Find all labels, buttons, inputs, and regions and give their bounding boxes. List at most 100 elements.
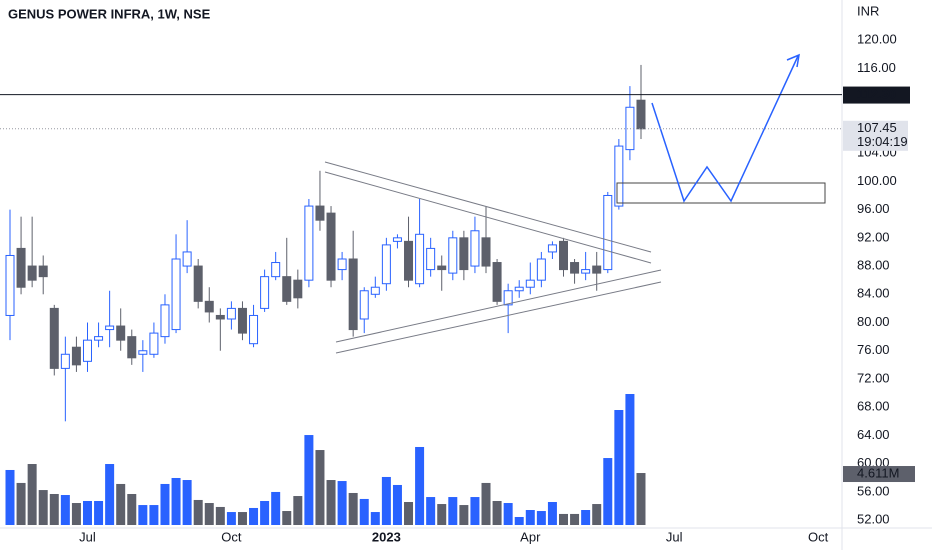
trend-line bbox=[324, 171, 652, 264]
y-tick-label: 80.00 bbox=[857, 314, 890, 329]
volume-bar bbox=[127, 493, 137, 525]
candle-body bbox=[160, 304, 170, 338]
volume-bar bbox=[448, 497, 458, 525]
volume-bar bbox=[514, 516, 524, 525]
volume-bar bbox=[337, 481, 347, 525]
candle-body bbox=[592, 265, 602, 274]
volume-bar bbox=[105, 464, 115, 525]
volume-bar bbox=[592, 504, 602, 525]
candle-body bbox=[381, 244, 391, 285]
candle-body bbox=[249, 314, 259, 345]
countdown-label: 19:04:19 bbox=[857, 134, 908, 149]
candle-body bbox=[94, 336, 104, 341]
candle-body bbox=[49, 307, 59, 369]
y-tick-label: 100.00 bbox=[857, 173, 897, 188]
candle-body bbox=[171, 258, 181, 331]
volume-bar bbox=[381, 476, 391, 525]
volume-bar bbox=[260, 500, 270, 525]
volume-bar bbox=[27, 464, 37, 525]
candle-body bbox=[271, 262, 281, 278]
candle-body bbox=[514, 286, 524, 292]
hline-label: 112.30 bbox=[857, 87, 896, 102]
volume-bar bbox=[71, 503, 81, 525]
volume-bar bbox=[415, 446, 425, 525]
volume-bar bbox=[503, 503, 513, 525]
candle-body bbox=[536, 258, 546, 281]
y-tick-label: 64.00 bbox=[857, 427, 890, 442]
volume-bar bbox=[237, 512, 247, 525]
volume-bar bbox=[404, 502, 414, 525]
candle-body bbox=[304, 205, 314, 281]
x-tick-label: Oct bbox=[808, 529, 829, 544]
candle-body bbox=[503, 290, 513, 306]
volume-bar bbox=[570, 513, 580, 525]
candle-body bbox=[559, 240, 568, 271]
trend-line bbox=[335, 281, 662, 354]
volume-bar bbox=[182, 480, 192, 525]
volume-bar bbox=[171, 477, 181, 525]
volume-bar bbox=[392, 484, 402, 525]
axis-unit: INR bbox=[857, 3, 879, 18]
volume-bar bbox=[38, 490, 48, 525]
volume-bar bbox=[282, 511, 292, 525]
volume-bar bbox=[271, 491, 281, 525]
volume-bar bbox=[116, 483, 126, 525]
volume-bar bbox=[138, 505, 148, 525]
y-tick-label: 84.00 bbox=[857, 286, 890, 301]
candle-body bbox=[282, 276, 292, 302]
candle-body bbox=[470, 230, 480, 267]
candle-body bbox=[404, 240, 414, 281]
volume-bar bbox=[94, 500, 104, 525]
volume-bar bbox=[525, 510, 535, 525]
x-tick-label: Jul bbox=[666, 529, 683, 544]
projection-path bbox=[651, 55, 799, 203]
candle-body bbox=[105, 325, 115, 331]
candle-body bbox=[392, 237, 402, 242]
candle-body bbox=[226, 307, 236, 320]
candle-body bbox=[459, 237, 469, 271]
volume-label-box bbox=[843, 466, 915, 483]
y-tick-label: 76.00 bbox=[857, 342, 890, 357]
last-price-label: 107.45 bbox=[857, 120, 897, 135]
candle-body bbox=[636, 99, 646, 130]
candle-body bbox=[116, 325, 126, 341]
volume-bar bbox=[603, 458, 613, 525]
volume-bar bbox=[49, 493, 59, 525]
candle-body bbox=[348, 258, 358, 331]
volume-bar bbox=[193, 499, 203, 525]
volume-bar bbox=[249, 507, 259, 525]
trend-line bbox=[335, 269, 662, 343]
x-tick-label: Apr bbox=[520, 529, 541, 544]
y-tick-label: 72.00 bbox=[857, 370, 890, 385]
volume-bar bbox=[492, 500, 502, 525]
candle-body bbox=[204, 300, 214, 313]
candle-body bbox=[237, 307, 247, 334]
volume-label: 4.611M bbox=[857, 465, 899, 480]
chart-title: GENUS POWER INFRA, 1W, NSE bbox=[8, 6, 211, 21]
y-tick-label: 56.00 bbox=[857, 483, 890, 498]
volume-bar bbox=[625, 394, 635, 525]
volume-bar bbox=[304, 435, 314, 525]
x-tick-label: Oct bbox=[221, 529, 242, 544]
y-tick-label: 88.00 bbox=[857, 257, 890, 272]
volume-bar bbox=[614, 410, 624, 525]
volume-bar bbox=[60, 495, 70, 525]
volume-bar bbox=[293, 496, 303, 525]
volume-bar bbox=[359, 498, 369, 525]
y-tick-label: 120.00 bbox=[857, 32, 897, 47]
candle-body bbox=[38, 265, 48, 278]
volume-bar bbox=[5, 469, 15, 525]
volume-bar bbox=[437, 504, 447, 525]
y-tick-label: 116.00 bbox=[857, 60, 896, 75]
candle-body bbox=[481, 237, 491, 267]
volume-bar bbox=[16, 482, 26, 525]
volume-bar bbox=[426, 497, 436, 525]
volume-bar bbox=[536, 511, 546, 525]
candle-body bbox=[215, 314, 225, 320]
candle-body bbox=[359, 290, 369, 320]
volume-bar bbox=[160, 483, 170, 525]
candle-body bbox=[315, 205, 325, 221]
trend-line bbox=[324, 161, 652, 253]
volume-bar bbox=[348, 492, 358, 525]
